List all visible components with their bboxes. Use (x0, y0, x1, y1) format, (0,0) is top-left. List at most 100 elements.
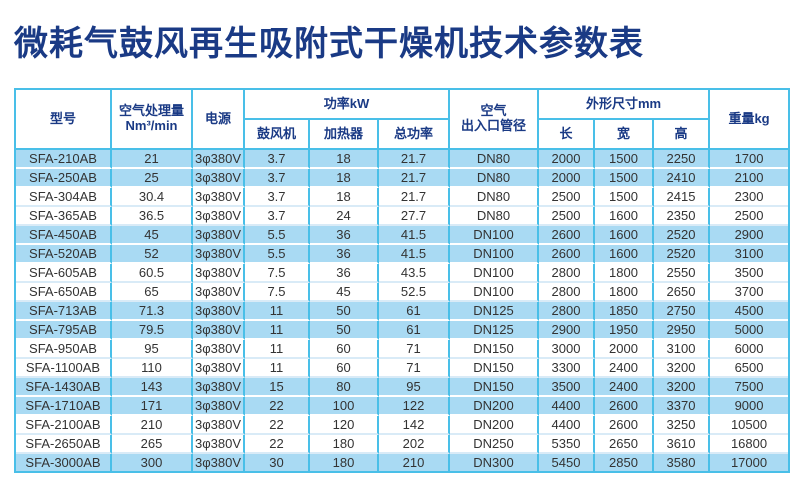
cell-weight_kg: 2900 (710, 226, 789, 245)
cell-length_mm: 3000 (539, 340, 595, 359)
cell-length_mm: 2800 (539, 302, 595, 321)
cell-total_kw: 27.7 (379, 207, 450, 226)
cell-blower_kw: 30 (245, 454, 310, 471)
cell-capacity_nm3_min: 36.5 (112, 207, 193, 226)
cell-heater_kw: 80 (310, 378, 379, 397)
cell-model: SFA-795AB (16, 321, 112, 340)
cell-weight_kg: 6500 (710, 359, 789, 378)
cell-total_kw: 52.5 (379, 283, 450, 302)
header-capacity-line2: Nm³/min (125, 118, 178, 133)
header-heater: 加热器 (310, 120, 379, 150)
cell-capacity_nm3_min: 21 (112, 150, 193, 169)
cell-heater_kw: 18 (310, 150, 379, 169)
cell-width_mm: 1500 (595, 169, 654, 188)
table-row: SFA-250AB 25 3φ380V 3.7 18 21.7 DN80 2000 1500 24… (16, 169, 789, 188)
cell-port_diameter: DN100 (450, 245, 539, 264)
table-row: SFA-304AB 30.4 3φ380V 3.7 18 21.7 DN80 2500 1500… (16, 188, 789, 207)
cell-heater_kw: 180 (310, 454, 379, 471)
cell-width_mm: 1500 (595, 188, 654, 207)
cell-capacity_nm3_min: 265 (112, 435, 193, 454)
cell-power_supply: 3φ380V (193, 302, 245, 321)
cell-heater_kw: 24 (310, 207, 379, 226)
cell-weight_kg: 16800 (710, 435, 789, 454)
cell-length_mm: 3300 (539, 359, 595, 378)
cell-height_mm: 2550 (654, 264, 711, 283)
cell-model: SFA-650AB (16, 283, 112, 302)
cell-port_diameter: DN150 (450, 378, 539, 397)
table-row: SFA-2100AB 210 3φ380V 22 120 142 DN200 4400 2600… (16, 416, 789, 435)
cell-power_supply: 3φ380V (193, 150, 245, 169)
cell-capacity_nm3_min: 71.3 (112, 302, 193, 321)
cell-total_kw: 41.5 (379, 226, 450, 245)
cell-length_mm: 2600 (539, 226, 595, 245)
spec-table: 型号 空气处理量 Nm³/min 电源 功率kW 空气 出入口管径 外形尺寸mm… (14, 88, 791, 473)
cell-heater_kw: 18 (310, 188, 379, 207)
cell-model: SFA-1430AB (16, 378, 112, 397)
cell-capacity_nm3_min: 95 (112, 340, 193, 359)
cell-heater_kw: 60 (310, 359, 379, 378)
cell-port_diameter: DN80 (450, 207, 539, 226)
cell-capacity_nm3_min: 65 (112, 283, 193, 302)
cell-height_mm: 3370 (654, 397, 711, 416)
cell-port_diameter: DN100 (450, 264, 539, 283)
cell-height_mm: 3100 (654, 340, 711, 359)
cell-width_mm: 2850 (595, 454, 654, 471)
cell-width_mm: 1600 (595, 207, 654, 226)
cell-blower_kw: 11 (245, 359, 310, 378)
table-row: SFA-2650AB 265 3φ380V 22 180 202 DN250 5350 2650… (16, 435, 789, 454)
cell-power_supply: 3φ380V (193, 188, 245, 207)
cell-height_mm: 3610 (654, 435, 711, 454)
page-title: 微耗气鼓风再生吸附式干燥机技术参数表 (14, 25, 644, 63)
cell-model: SFA-210AB (16, 150, 112, 169)
cell-weight_kg: 3700 (710, 283, 789, 302)
cell-capacity_nm3_min: 143 (112, 378, 193, 397)
cell-heater_kw: 36 (310, 226, 379, 245)
cell-power_supply: 3φ380V (193, 359, 245, 378)
cell-blower_kw: 22 (245, 416, 310, 435)
cell-height_mm: 2350 (654, 207, 711, 226)
cell-blower_kw: 7.5 (245, 264, 310, 283)
cell-model: SFA-950AB (16, 340, 112, 359)
header-height: 高 (654, 120, 711, 150)
cell-model: SFA-304AB (16, 188, 112, 207)
cell-capacity_nm3_min: 210 (112, 416, 193, 435)
cell-heater_kw: 36 (310, 245, 379, 264)
cell-weight_kg: 7500 (710, 378, 789, 397)
cell-model: SFA-2650AB (16, 435, 112, 454)
header-blower: 鼓风机 (245, 120, 310, 150)
table-header: 型号 空气处理量 Nm³/min 电源 功率kW 空气 出入口管径 外形尺寸mm… (16, 90, 789, 150)
cell-length_mm: 4400 (539, 397, 595, 416)
cell-total_kw: 21.7 (379, 150, 450, 169)
cell-length_mm: 3500 (539, 378, 595, 397)
cell-power_supply: 3φ380V (193, 397, 245, 416)
header-width: 宽 (595, 120, 654, 150)
cell-width_mm: 1950 (595, 321, 654, 340)
cell-power_supply: 3φ380V (193, 378, 245, 397)
cell-weight_kg: 3500 (710, 264, 789, 283)
cell-length_mm: 2900 (539, 321, 595, 340)
cell-total_kw: 21.7 (379, 188, 450, 207)
header-model: 型号 (16, 90, 112, 150)
table-row: SFA-713AB 71.3 3φ380V 11 50 61 DN125 2800 1850 27… (16, 302, 789, 321)
cell-width_mm: 1800 (595, 264, 654, 283)
header-capacity-line1: 空气处理量 (118, 103, 184, 119)
cell-power_supply: 3φ380V (193, 169, 245, 188)
cell-model: SFA-3000AB (16, 454, 112, 471)
cell-port_diameter: DN150 (450, 359, 539, 378)
table-row: SFA-1430AB 143 3φ380V 15 80 95 DN150 3500 2400 32… (16, 378, 789, 397)
cell-power_supply: 3φ380V (193, 454, 245, 471)
cell-heater_kw: 36 (310, 264, 379, 283)
header-power-supply: 电源 (193, 90, 245, 150)
cell-weight_kg: 17000 (710, 454, 789, 471)
cell-total_kw: 122 (379, 397, 450, 416)
table-row: SFA-365AB 36.5 3φ380V 3.7 24 27.7 DN80 2500 1600… (16, 207, 789, 226)
cell-port_diameter: DN125 (450, 302, 539, 321)
header-air-port-line2: 出入口管径 (460, 118, 526, 133)
cell-width_mm: 1850 (595, 302, 654, 321)
cell-heater_kw: 180 (310, 435, 379, 454)
cell-length_mm: 2600 (539, 245, 595, 264)
cell-heater_kw: 45 (310, 283, 379, 302)
cell-model: SFA-605AB (16, 264, 112, 283)
cell-weight_kg: 9000 (710, 397, 789, 416)
